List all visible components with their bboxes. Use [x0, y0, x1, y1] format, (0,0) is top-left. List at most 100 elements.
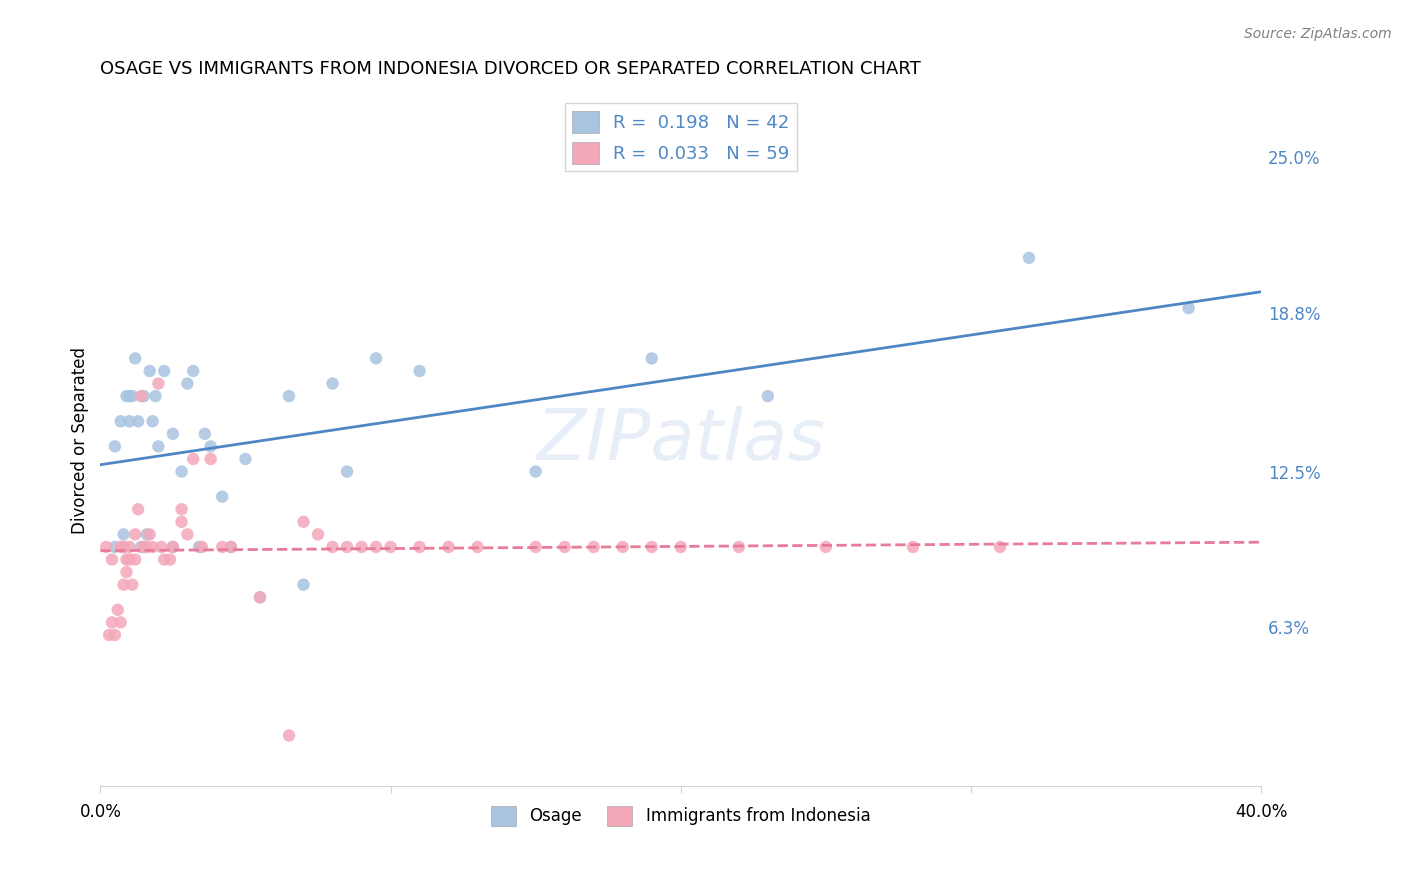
Point — [170, 502, 193, 516]
Point — [121, 389, 143, 403]
Point — [118, 552, 141, 566]
Point — [181, 452, 204, 467]
Point — [129, 540, 152, 554]
Point — [524, 540, 547, 554]
Point — [211, 490, 233, 504]
Point — [127, 414, 149, 428]
Point — [162, 426, 184, 441]
Point — [278, 729, 301, 743]
Point — [104, 540, 127, 554]
Point — [901, 540, 924, 554]
Point — [467, 540, 489, 554]
Point — [249, 591, 271, 605]
Text: ZIPatlas: ZIPatlas — [536, 406, 825, 475]
Point — [115, 389, 138, 403]
Point — [110, 540, 132, 554]
Point — [235, 452, 257, 467]
Point — [101, 615, 124, 630]
Point — [112, 577, 135, 591]
Point — [121, 577, 143, 591]
Point — [364, 351, 387, 366]
Point — [350, 540, 373, 554]
Point — [321, 376, 343, 391]
Point — [554, 540, 576, 554]
Point — [364, 540, 387, 554]
Point — [112, 540, 135, 554]
Point — [814, 540, 837, 554]
Point — [219, 540, 242, 554]
Point — [408, 364, 430, 378]
Point — [582, 540, 605, 554]
Point — [181, 364, 204, 378]
Point — [118, 540, 141, 554]
Point — [153, 552, 176, 566]
Point — [194, 426, 217, 441]
Point — [98, 628, 121, 642]
Text: 0.0%: 0.0% — [79, 803, 121, 821]
Point — [292, 515, 315, 529]
Point — [988, 540, 1011, 554]
Point — [669, 540, 692, 554]
Point — [408, 540, 430, 554]
Point — [138, 527, 160, 541]
Point — [107, 603, 129, 617]
Point — [115, 552, 138, 566]
Point — [138, 364, 160, 378]
Point — [176, 376, 198, 391]
Point — [1018, 251, 1040, 265]
Point — [727, 540, 749, 554]
Point — [135, 527, 157, 541]
Point — [104, 628, 127, 642]
Text: OSAGE VS IMMIGRANTS FROM INDONESIA DIVORCED OR SEPARATED CORRELATION CHART: OSAGE VS IMMIGRANTS FROM INDONESIA DIVOR… — [100, 60, 921, 78]
Point — [200, 439, 222, 453]
Point — [153, 364, 176, 378]
Point — [110, 414, 132, 428]
Point — [132, 540, 155, 554]
Point — [118, 414, 141, 428]
Point — [176, 527, 198, 541]
Point — [142, 540, 165, 554]
Point — [145, 389, 167, 403]
Point — [641, 351, 664, 366]
Point — [249, 591, 271, 605]
Point — [292, 577, 315, 591]
Point — [124, 351, 146, 366]
Legend: Osage, Immigrants from Indonesia: Osage, Immigrants from Indonesia — [485, 799, 877, 833]
Point — [170, 515, 193, 529]
Point — [150, 540, 173, 554]
Point — [148, 439, 170, 453]
Point — [159, 552, 181, 566]
Point — [200, 452, 222, 467]
Point — [132, 540, 155, 554]
Point — [118, 389, 141, 403]
Point — [612, 540, 634, 554]
Point — [380, 540, 402, 554]
Point — [219, 540, 242, 554]
Point — [135, 540, 157, 554]
Point — [112, 527, 135, 541]
Point — [127, 502, 149, 516]
Point — [142, 414, 165, 428]
Point — [148, 376, 170, 391]
Point — [124, 527, 146, 541]
Point — [129, 389, 152, 403]
Point — [162, 540, 184, 554]
Point — [278, 389, 301, 403]
Text: 40.0%: 40.0% — [1234, 803, 1288, 821]
Point — [336, 465, 359, 479]
Point — [307, 527, 329, 541]
Y-axis label: Divorced or Separated: Divorced or Separated — [72, 347, 89, 533]
Point — [188, 540, 211, 554]
Point — [437, 540, 460, 554]
Point — [321, 540, 343, 554]
Point — [1177, 301, 1199, 315]
Point — [162, 540, 184, 554]
Text: Source: ZipAtlas.com: Source: ZipAtlas.com — [1244, 27, 1392, 41]
Point — [110, 615, 132, 630]
Point — [170, 465, 193, 479]
Point — [641, 540, 664, 554]
Point — [132, 389, 155, 403]
Point — [112, 540, 135, 554]
Point — [124, 552, 146, 566]
Point — [104, 439, 127, 453]
